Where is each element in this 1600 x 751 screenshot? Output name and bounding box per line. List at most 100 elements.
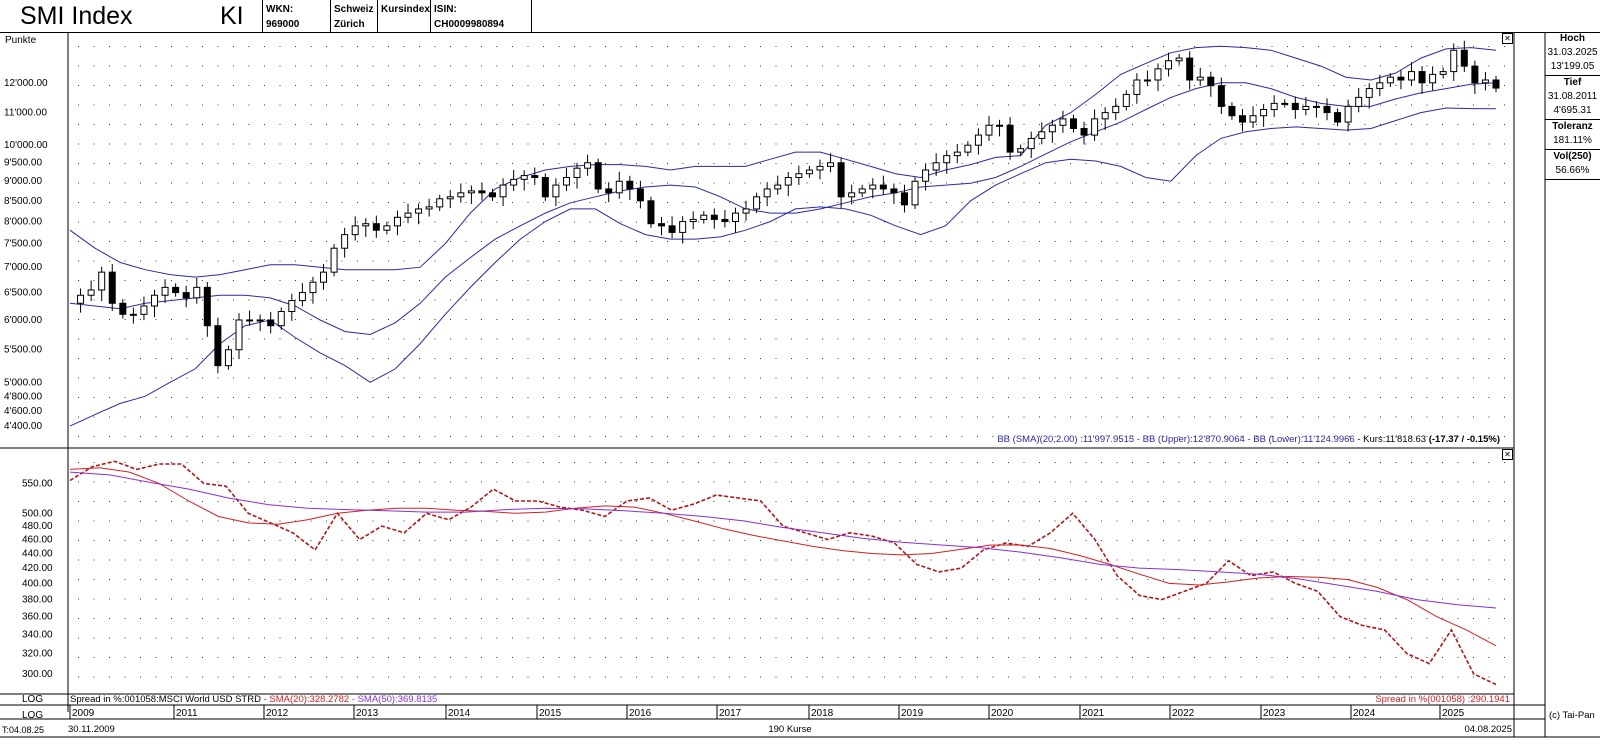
candle-down [478,190,486,194]
grid-dot [698,299,699,301]
grid-dot [884,124,885,125]
grid-dot [837,436,839,437]
grid-dot [806,143,808,145]
grid-dot [636,579,637,580]
grid-dot [248,182,250,184]
candle-up [140,305,148,315]
grid-dot [1349,85,1350,86]
grid-dot [822,637,823,639]
grid-dot [1225,202,1226,203]
grid-dot [636,462,637,463]
grid-dot [124,260,126,262]
grid-dot [93,182,95,184]
grid-dot [310,397,312,398]
grid-dot [1101,559,1102,561]
grid-dot [1349,65,1350,67]
grid-dot [558,377,560,379]
grid-dot [78,358,79,359]
grid-dot [186,637,188,639]
grid-dot [109,241,110,242]
grid-dot [868,241,870,242]
grid-dot [419,416,420,418]
grid-dot [1163,579,1164,580]
grid-dot [605,598,606,600]
grid-dot [589,462,591,463]
grid-dot [1039,338,1040,340]
grid-dot [589,124,591,125]
grid-dot [667,436,668,437]
grid-dot [1023,65,1025,67]
grid-dot [434,416,436,418]
grid-dot [1147,676,1149,678]
candle-up [953,151,961,157]
grid-dot [806,124,808,125]
grid-dot [527,657,529,658]
close-upper-panel-icon[interactable]: ✕ [1502,33,1513,44]
grid-dot [977,501,978,502]
grid-dot [341,637,343,639]
grid-dot [1442,85,1443,86]
grid-dot [620,202,622,203]
grid-dot [930,163,932,164]
grid-dot [884,657,885,658]
grid-dot [620,104,622,106]
grid-dot [1457,520,1459,522]
grid-dot [326,163,327,164]
grid-dot [217,143,219,145]
grid-dot [1070,657,1071,658]
grid-dot [217,397,219,398]
grid-dot [620,338,622,340]
grid-dot [946,104,947,106]
grid-dot [202,124,203,125]
grid-dot [1178,46,1180,47]
grid-dot [93,338,95,340]
grid-dot [388,657,389,658]
grid-dot [1333,299,1335,301]
grid-dot [806,299,808,301]
grid-dot [186,104,188,106]
grid-dot [636,241,637,242]
grid-dot [992,462,994,463]
grid-dot [496,462,498,463]
grid-dot [775,436,777,437]
grid-dot [651,338,653,340]
series-line-sma-50- [69,471,1497,609]
grid-dot [481,520,482,522]
grid-dot [1504,124,1505,125]
grid-dot [403,462,405,463]
grid-dot [155,85,157,86]
grid-dot [1302,397,1304,398]
candle-up [404,212,412,218]
grid-dot [1333,377,1335,379]
grid-dot [822,618,823,619]
grid-dot [450,358,451,359]
grid-dot [155,397,157,398]
grid-dot [465,416,467,418]
grid-dot [295,462,296,463]
grid-dot [1132,377,1133,379]
grid-dot [1442,46,1443,47]
grid-dot [264,462,265,463]
grid-dot [1054,462,1056,463]
grid-dot [481,397,482,398]
grid-dot [636,676,637,678]
grid-dot [1426,397,1428,398]
candle-up [562,176,570,186]
grid-dot [1457,182,1459,184]
grid-dot [186,319,188,320]
grid-dot [1132,299,1133,301]
grid-dot [93,481,95,483]
grid-dot [543,579,544,580]
grid-dot [512,202,513,203]
grid-dot [403,481,405,483]
grid-dot [636,598,637,600]
grid-dot [341,143,343,145]
grid-dot [1147,85,1149,86]
grid-dot [78,416,79,418]
grid-dot [1023,657,1025,658]
close-lower-panel-icon[interactable]: ✕ [1502,449,1513,460]
grid-dot [868,462,870,463]
grid-dot [1302,202,1304,203]
grid-dot [1209,676,1211,678]
grid-dot [744,501,746,502]
